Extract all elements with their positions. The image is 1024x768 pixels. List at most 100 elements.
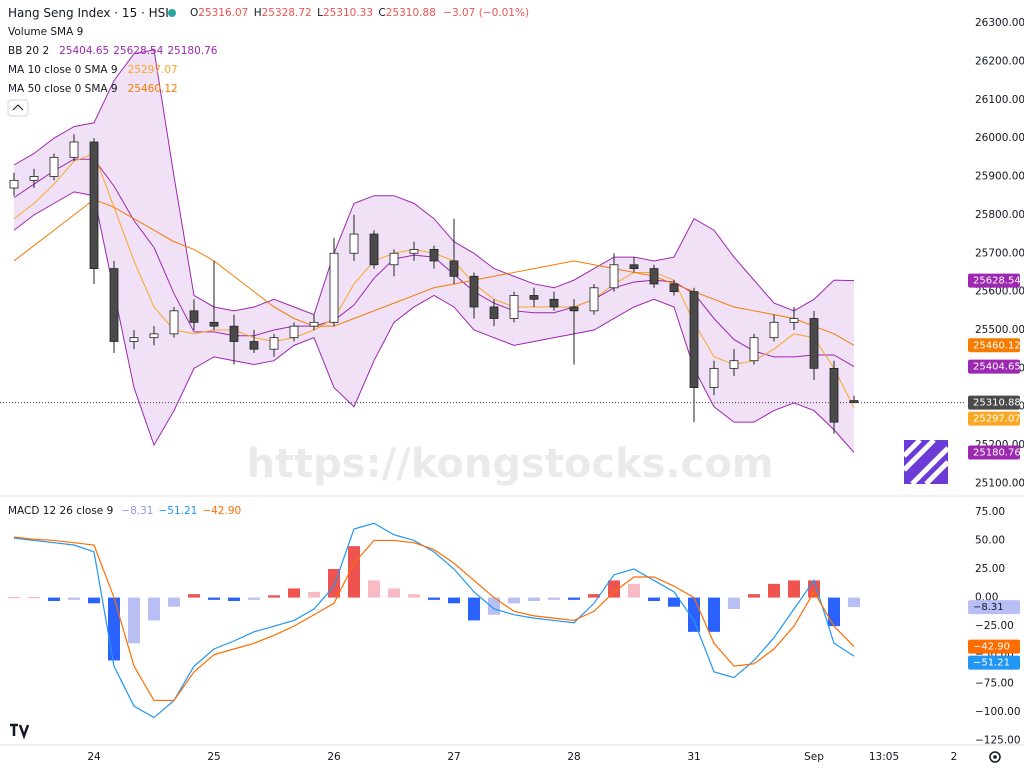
candle-body <box>429 249 439 262</box>
ohlc-label: O <box>190 7 198 19</box>
macd-legend[interactable]: MACD 12 26 close 9 −8.31 −51.21 −42.90 <box>8 505 241 517</box>
price-tag <box>968 395 1020 410</box>
volume-legend[interactable]: Volume SMA 9 <box>8 26 83 38</box>
candle-body <box>689 291 699 388</box>
indicator-line <box>13 191 855 453</box>
candle-body <box>629 264 639 270</box>
ohlc-legend: O25316.07 H25328.72 L25310.33 C25310.88 … <box>190 7 529 19</box>
price-tag-label: 25180.76 <box>973 447 1021 458</box>
macd-line <box>13 536 855 702</box>
x-tick-label: 28 <box>567 751 580 763</box>
ma50-legend[interactable]: MA 50 close 0 SMA 9 25460.12 <box>8 83 178 95</box>
change: −3.07 (−0.01%) <box>443 7 529 19</box>
y-tick-label: 25800.00 <box>975 209 1024 221</box>
macd-histogram-bar <box>548 597 560 600</box>
candle-body <box>329 252 339 323</box>
candle-body <box>449 260 459 277</box>
price-tag <box>968 655 1020 670</box>
macd-line <box>13 522 855 719</box>
macd-histogram-bar <box>448 597 460 604</box>
x-tick-label: Sep <box>804 751 824 763</box>
candle-body <box>129 337 139 342</box>
macd-histogram-bar <box>148 597 160 621</box>
macd-histogram-bar <box>708 597 720 632</box>
candle-body <box>29 176 39 181</box>
candle-body <box>269 337 279 350</box>
plot-layer: 26300.00 26200.00 26100.00 26000.00 25900.00… <box>0 17 1024 763</box>
price-tag-label: 25297.07 <box>973 414 1021 425</box>
title: Hang Seng Index · 15 · HSI <box>8 6 169 20</box>
candle-body <box>349 233 359 254</box>
candle-body <box>549 298 559 308</box>
tv-logo[interactable] <box>6 718 34 740</box>
macd-histogram-bar <box>268 595 280 598</box>
bb-value: 25404.65 <box>59 45 109 57</box>
ma50-label: MA 50 close 0 SMA 9 <box>8 83 118 95</box>
ohlc-value: 25310.88 <box>386 7 436 19</box>
ma10-value: 25297.07 <box>128 64 178 76</box>
y-tick-label: −100.00 <box>975 706 1021 718</box>
y-tick-label: −75.00 <box>975 677 1014 689</box>
macd-histogram-bar <box>668 597 680 607</box>
ma10-label: MA 10 close 0 SMA 9 <box>8 64 118 76</box>
bb-label: BB 20 2 <box>8 45 49 57</box>
y-tick-label: 25900.00 <box>975 171 1024 183</box>
macd-histogram-bar <box>248 597 260 600</box>
macd-histogram-bar <box>228 597 240 601</box>
ohlc-label: H <box>254 7 262 19</box>
x-tick-label: 24 <box>87 751 101 763</box>
macd-histogram-bar <box>28 597 40 599</box>
macd-histogram-bar <box>848 597 860 608</box>
ma10-legend[interactable]: MA 10 close 0 SMA 9 25297.07 <box>8 64 178 76</box>
macd-value: −8.31 <box>121 505 153 517</box>
symbol-title: Hang Seng Index · 15 · HSI <box>8 6 169 20</box>
price-tag-label: 25628.54 <box>973 276 1021 287</box>
macd-histogram-bar <box>588 594 600 598</box>
x-tick-label: 25 <box>207 751 220 763</box>
macd-histogram-bar <box>368 580 380 598</box>
macd-value: −51.21 <box>158 505 197 517</box>
candle-body <box>569 306 579 312</box>
x-tick-label: 2 <box>951 751 958 763</box>
y-tick-label: 26000.00 <box>975 132 1024 144</box>
candle-body <box>409 249 419 254</box>
macd-histogram-bar <box>288 588 300 598</box>
price-tag-label: 25460.12 <box>973 340 1021 351</box>
candle-body <box>849 400 859 403</box>
candle-body <box>249 341 259 350</box>
candle-body <box>189 310 199 323</box>
macd-histogram-bar <box>828 597 840 627</box>
candle-body <box>369 233 379 266</box>
macd-histogram-bar <box>788 580 800 598</box>
market-status[interactable] <box>168 9 176 17</box>
candle-body <box>209 321 219 327</box>
price-tag <box>968 411 1020 426</box>
price-tag <box>968 600 1020 615</box>
ma50-value: 25460.12 <box>128 83 178 95</box>
price-tag-label: 25404.65 <box>973 362 1021 373</box>
candle-body <box>69 141 79 158</box>
collapse-button[interactable] <box>7 99 29 117</box>
candle-body <box>749 337 759 362</box>
macd-histogram-bar <box>208 597 220 600</box>
price-tag-label: −51.21 <box>973 658 1010 669</box>
candle-body <box>769 321 779 339</box>
macd-histogram-bar <box>308 591 320 598</box>
y-tick-label: 25100.00 <box>975 477 1024 489</box>
ohlc-value: 25310.33 <box>323 7 373 19</box>
macd-histogram-bar <box>528 597 540 601</box>
macd-histogram-bar <box>68 597 80 600</box>
macd-histogram-bar <box>168 597 180 607</box>
y-tick-label: 26200.00 <box>975 55 1024 67</box>
settings-button[interactable] <box>989 751 1001 763</box>
macd-histogram-bar <box>688 597 700 632</box>
candle-body <box>529 295 539 300</box>
candle-body <box>729 360 739 369</box>
price-tag-label: 25310.88 <box>973 398 1021 409</box>
macd-histogram-bar <box>188 594 200 598</box>
price-tag <box>968 359 1020 374</box>
bb-legend[interactable]: BB 20 2 25404.65 25628.54 25180.76 <box>8 45 218 57</box>
candle-body <box>289 325 299 339</box>
ohlc-value: 25316.07 <box>198 7 248 19</box>
